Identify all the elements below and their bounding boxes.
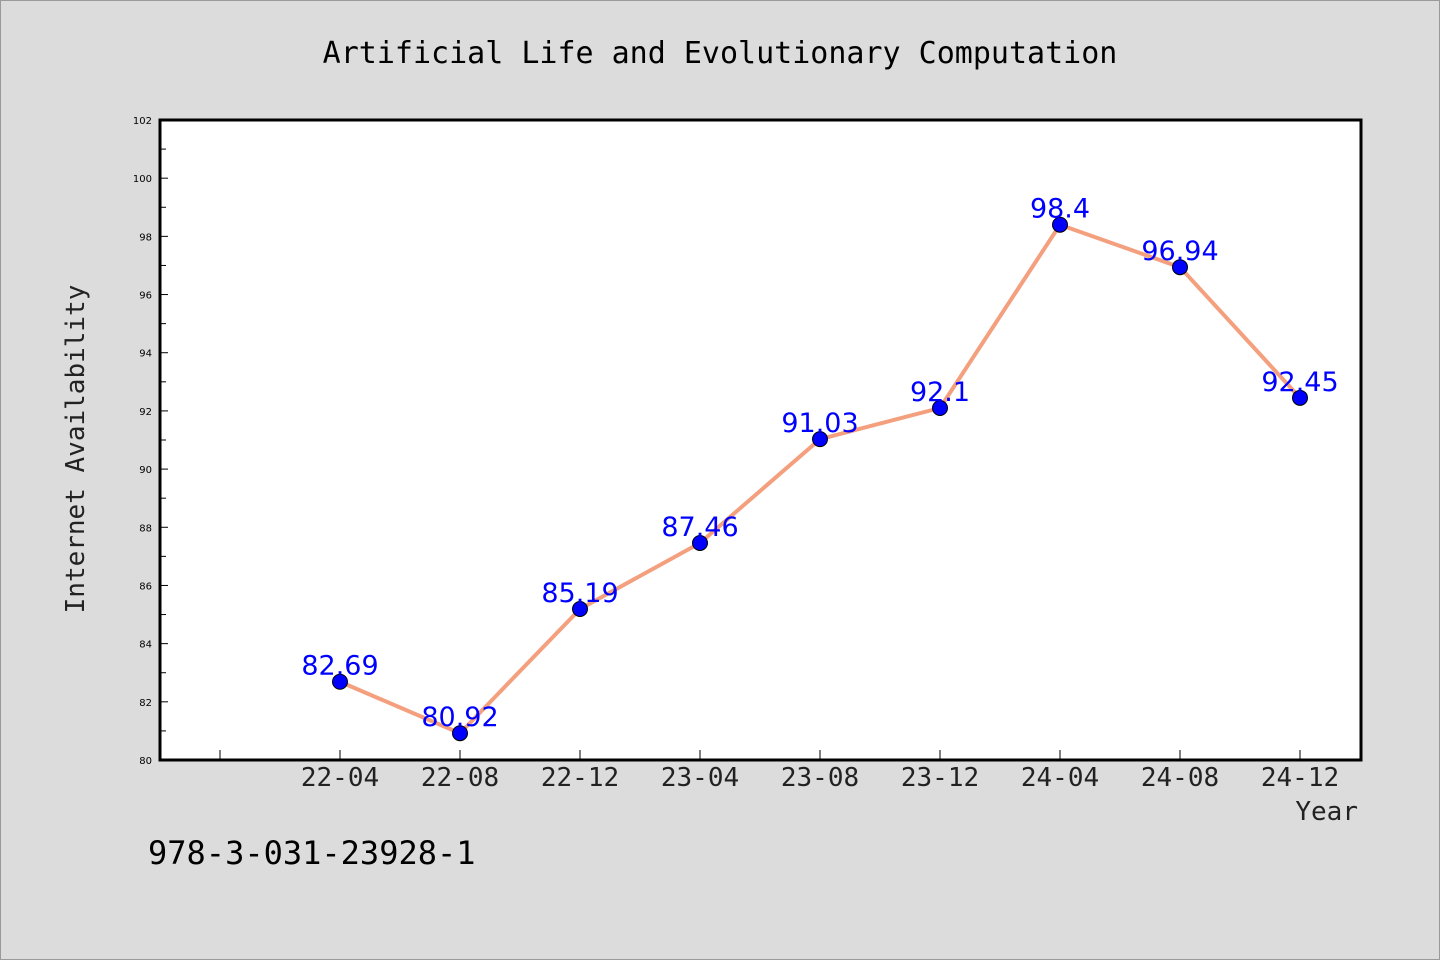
data-label: 82.69: [301, 651, 378, 682]
y-tick-label: 80: [139, 756, 152, 767]
y-axis: 80 82 84 86 88 90 92 94 96 98 100 102: [133, 116, 168, 767]
data-label: 92.45: [1261, 367, 1338, 398]
y-tick-label: 84: [139, 640, 152, 651]
x-tick-label: 23-08: [781, 763, 859, 793]
data-point: [572, 601, 588, 618]
x-tick-label: 23-04: [661, 763, 739, 793]
data-point: [812, 431, 828, 448]
y-tick-label: 88: [139, 523, 152, 534]
data-label: 80.92: [421, 702, 498, 733]
x-tick-label: 22-12: [541, 763, 619, 793]
data-point: [692, 534, 708, 551]
x-axis-label: Year: [1295, 797, 1358, 827]
x-tick-label: 24-08: [1141, 763, 1219, 793]
y-tick-label: 102: [133, 116, 152, 127]
data-point: [1052, 216, 1068, 233]
data-point: [1292, 389, 1308, 406]
y-tick-label: 98: [139, 232, 152, 243]
y-axis-label: Internet Availability: [61, 285, 91, 614]
data-point: [332, 673, 348, 690]
data-point: [932, 400, 948, 416]
y-tick-label: 100: [133, 174, 152, 185]
x-tick-label: 23-12: [901, 763, 979, 793]
x-tick-label: 22-04: [301, 763, 379, 793]
x-tick-label: 24-04: [1021, 763, 1099, 793]
x-axis: 22-04 22-08 22-12 23-04 23-08 23-12 24-04 24-08…: [219, 750, 1339, 793]
y-tick-label: 96: [139, 291, 152, 302]
chart-title: Artificial Life and Evolutionary Computa…: [323, 36, 1118, 71]
data-label: 92.1: [910, 377, 970, 408]
y-tick-label: 92: [139, 407, 152, 418]
y-tick-label: 86: [139, 581, 152, 592]
footer-identifier: 978-3-031-23928-1: [148, 834, 476, 872]
plot-area: [158, 118, 1363, 762]
data-label: 85.19: [541, 578, 618, 609]
data-point: [452, 725, 468, 742]
data-label: 87.46: [661, 512, 738, 543]
x-tick-label: 22-08: [421, 763, 499, 793]
y-tick-label: 94: [139, 349, 152, 360]
series-layer: 82.69 80.92 85.19 87.46 91.03 92.1 98.4 96.94 92…: [301, 194, 1339, 742]
data-label: 91.03: [781, 408, 858, 439]
data-label: 98.4: [1030, 194, 1090, 225]
data-label: 96.94: [1141, 236, 1218, 267]
y-tick-label: 90: [139, 465, 152, 476]
y-tick-label: 82: [139, 698, 152, 709]
x-tick-label: 24-12: [1261, 763, 1339, 793]
data-point: [1172, 259, 1188, 276]
